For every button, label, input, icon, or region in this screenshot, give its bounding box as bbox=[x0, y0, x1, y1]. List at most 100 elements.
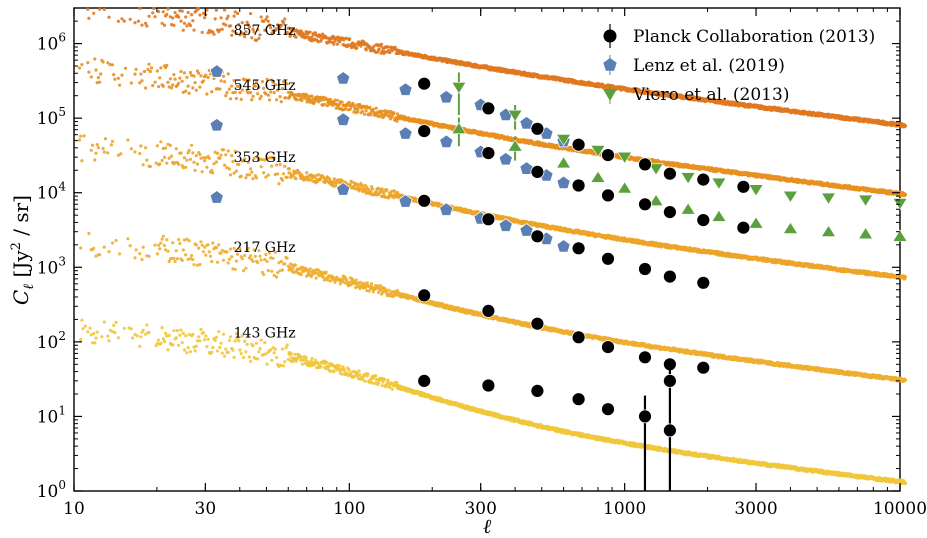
band-point bbox=[175, 329, 179, 333]
band-point bbox=[249, 359, 253, 364]
band-point bbox=[310, 94, 314, 98]
band-point bbox=[188, 23, 192, 28]
band-point bbox=[180, 79, 184, 83]
band-point bbox=[184, 334, 188, 338]
band-point bbox=[112, 323, 116, 327]
band-point bbox=[198, 13, 202, 17]
band-point bbox=[167, 333, 171, 338]
band-point bbox=[266, 93, 270, 97]
band-point bbox=[219, 79, 223, 83]
band-point bbox=[262, 272, 266, 277]
band-point bbox=[300, 362, 305, 366]
band-point bbox=[93, 57, 97, 61]
band-point bbox=[101, 146, 105, 151]
band-point bbox=[186, 10, 190, 15]
band-point bbox=[287, 167, 292, 171]
band-point bbox=[194, 243, 198, 247]
band-point bbox=[148, 69, 152, 74]
band-point bbox=[159, 66, 163, 70]
band-point bbox=[234, 31, 238, 36]
band-point bbox=[190, 143, 194, 147]
band-point bbox=[361, 109, 365, 113]
band-point bbox=[172, 256, 176, 260]
band-point bbox=[205, 8, 209, 12]
band-point bbox=[151, 84, 155, 88]
band-point bbox=[173, 11, 177, 15]
band-point bbox=[364, 109, 368, 113]
band-point bbox=[233, 10, 237, 14]
band-point bbox=[172, 329, 176, 333]
band-point bbox=[267, 98, 272, 102]
band-point bbox=[234, 259, 238, 263]
band-point bbox=[218, 156, 222, 160]
band-point bbox=[390, 49, 394, 53]
band-point bbox=[138, 151, 142, 156]
band-point bbox=[200, 170, 204, 174]
band-point bbox=[232, 355, 236, 359]
band-point bbox=[283, 262, 287, 266]
band-point bbox=[264, 17, 268, 22]
band-point bbox=[141, 163, 145, 167]
band-point bbox=[371, 187, 375, 191]
band-point bbox=[223, 163, 227, 167]
band-point bbox=[99, 72, 103, 76]
band-point bbox=[380, 42, 384, 47]
band-point bbox=[160, 158, 164, 163]
band-point bbox=[262, 171, 266, 175]
band-point bbox=[177, 343, 181, 347]
band-point bbox=[194, 88, 198, 92]
band-point bbox=[166, 7, 170, 11]
band-point bbox=[275, 27, 279, 31]
band-point bbox=[106, 151, 110, 155]
band-point bbox=[155, 252, 159, 256]
band-point bbox=[195, 162, 200, 166]
band-point bbox=[211, 241, 215, 245]
band-point bbox=[190, 13, 194, 17]
band-point bbox=[148, 164, 152, 169]
band-point bbox=[316, 173, 321, 177]
band-point bbox=[226, 14, 230, 18]
band-point bbox=[251, 27, 255, 31]
band-point bbox=[165, 63, 169, 67]
band-point bbox=[282, 172, 286, 176]
band-point bbox=[98, 7, 102, 11]
band-point bbox=[134, 67, 138, 71]
band-point bbox=[256, 261, 260, 265]
band-point bbox=[305, 171, 309, 175]
band-point bbox=[223, 80, 227, 84]
band-point bbox=[299, 355, 303, 359]
band-point bbox=[266, 19, 270, 23]
band-point bbox=[157, 338, 161, 342]
band-point bbox=[221, 258, 226, 262]
band-point bbox=[169, 154, 174, 158]
band-point bbox=[225, 17, 229, 21]
band-point bbox=[120, 17, 124, 21]
band-point bbox=[332, 177, 336, 181]
band-point bbox=[244, 176, 248, 180]
band-point bbox=[237, 23, 241, 27]
band-point bbox=[385, 45, 390, 49]
band-point bbox=[144, 146, 148, 150]
band-point bbox=[203, 338, 207, 342]
band-point bbox=[902, 192, 908, 197]
band-point bbox=[220, 27, 224, 31]
band-point bbox=[144, 86, 148, 90]
band-point bbox=[80, 318, 84, 322]
band-point bbox=[185, 24, 189, 28]
band-point bbox=[191, 258, 195, 262]
band-point bbox=[256, 28, 260, 32]
band-point bbox=[181, 248, 185, 252]
band-point bbox=[236, 11, 240, 16]
band-point bbox=[228, 24, 233, 28]
band-point bbox=[257, 36, 261, 41]
band-point bbox=[299, 273, 303, 277]
band-point bbox=[185, 158, 189, 162]
band-point bbox=[77, 138, 82, 142]
band-point bbox=[239, 31, 243, 35]
band-point bbox=[122, 326, 126, 330]
band-point bbox=[201, 11, 205, 15]
band-point bbox=[224, 94, 228, 98]
band-point bbox=[233, 267, 237, 271]
band-point bbox=[338, 364, 342, 368]
band-point bbox=[162, 339, 167, 344]
